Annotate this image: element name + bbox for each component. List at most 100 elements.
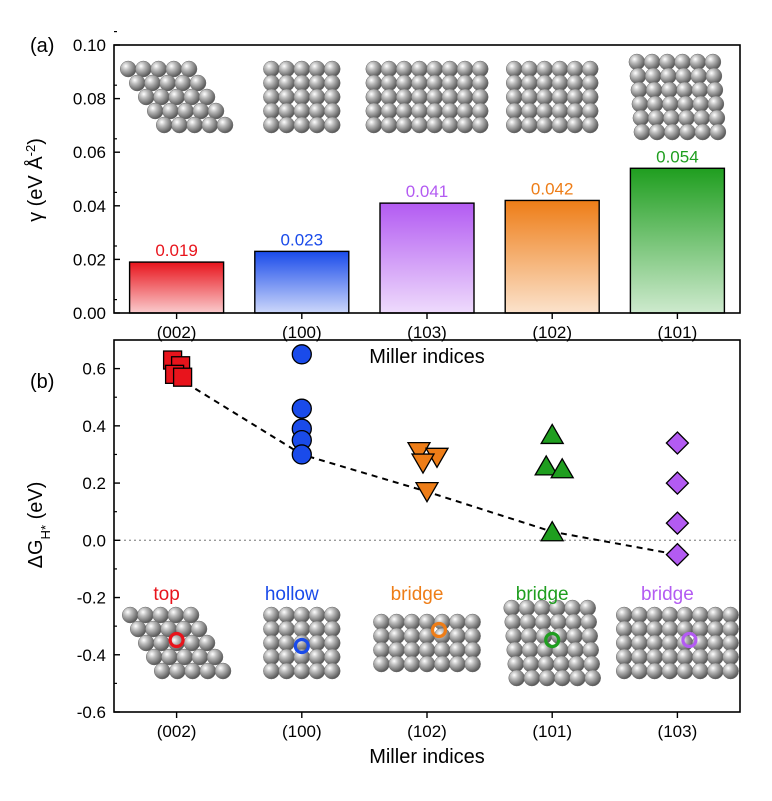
atom <box>569 669 586 687</box>
atom <box>207 102 225 120</box>
panel-a-slab-insets <box>119 53 727 141</box>
slab-inset-102 <box>505 60 599 134</box>
bar-100 <box>254 250 350 314</box>
value-label-101: 0.054 <box>656 147 699 166</box>
atom <box>137 606 154 624</box>
atom <box>323 634 341 652</box>
atom <box>691 81 708 99</box>
atom <box>365 74 383 92</box>
site-label-103: bridge <box>641 584 694 605</box>
atom <box>263 88 280 106</box>
atom <box>661 606 679 624</box>
site-label-102: bridge <box>391 584 444 605</box>
panel-b-x-ticks: (002) (100) (102) (101) (103) <box>157 712 697 741</box>
atom <box>395 102 413 120</box>
data-point-101-0 <box>540 423 565 445</box>
atom <box>308 60 326 78</box>
atom <box>144 74 161 92</box>
data-point-101-3 <box>540 520 565 542</box>
atom <box>615 662 633 680</box>
atom <box>694 123 711 141</box>
atom <box>566 74 584 92</box>
atom <box>278 60 295 78</box>
atom <box>615 620 633 638</box>
atom <box>505 627 522 645</box>
atom <box>263 662 280 680</box>
atom <box>581 116 599 134</box>
atom <box>395 74 413 92</box>
panel-a-label: (a) <box>30 35 54 57</box>
atom <box>293 606 311 624</box>
atom <box>380 60 398 78</box>
atom <box>388 641 405 659</box>
atom <box>293 88 311 106</box>
atom <box>581 102 599 120</box>
value-label-100: 0.023 <box>281 230 324 249</box>
atom <box>464 655 481 673</box>
atom <box>661 620 679 638</box>
atom <box>278 620 295 638</box>
atom <box>411 102 428 120</box>
atom <box>722 634 739 652</box>
atom <box>691 606 709 624</box>
atom <box>168 88 185 106</box>
atom <box>551 88 569 106</box>
atom <box>441 60 459 78</box>
panel-b-label: (b) <box>30 371 54 393</box>
atom <box>323 662 341 680</box>
bar-102 <box>504 199 600 314</box>
atom <box>505 102 523 120</box>
atom <box>278 634 295 652</box>
y-tick-label: -0.6 <box>77 703 106 722</box>
atom <box>722 620 739 638</box>
atom <box>119 60 137 78</box>
atom <box>566 102 584 120</box>
atom <box>536 641 554 659</box>
atom <box>411 88 428 106</box>
atom <box>536 116 553 134</box>
atom <box>579 599 596 617</box>
atom <box>323 620 341 638</box>
data-point-103-0 <box>665 431 690 455</box>
data-point-101-1 <box>534 454 559 476</box>
atom <box>191 648 209 666</box>
atom <box>519 613 537 631</box>
atom <box>153 662 171 680</box>
atom <box>567 641 584 659</box>
atom <box>566 88 584 106</box>
x-tick-label-102: (102) <box>532 323 572 342</box>
adsorption-site-ring-002 <box>168 631 185 649</box>
atom <box>521 641 539 659</box>
atom <box>663 109 680 127</box>
atom <box>395 116 413 134</box>
atom <box>146 102 164 120</box>
bar-103 <box>379 202 475 314</box>
atom <box>505 60 523 78</box>
atom <box>180 60 198 78</box>
x-tick-label-100: (100) <box>282 323 322 342</box>
atom <box>508 669 525 687</box>
atom <box>373 641 390 659</box>
atom <box>689 53 706 71</box>
atom <box>521 102 538 120</box>
atom <box>293 74 311 92</box>
atom <box>308 606 326 624</box>
atom <box>167 606 185 624</box>
atom <box>456 102 474 120</box>
slab-inset-002 <box>121 606 232 680</box>
atom <box>441 116 459 134</box>
slab-inset-103 <box>615 606 739 680</box>
adsorption-site-ring-103 <box>681 631 698 649</box>
atom <box>441 74 459 92</box>
atom <box>566 627 583 645</box>
atom <box>505 88 523 106</box>
atom <box>263 116 280 134</box>
value-label-002: 0.019 <box>155 241 198 260</box>
atom <box>536 74 553 92</box>
atom <box>380 88 398 106</box>
atom <box>648 123 666 141</box>
y-tick-label: 0.06 <box>73 143 106 162</box>
x-tick-label-002: (002) <box>157 323 197 342</box>
atom <box>198 88 216 106</box>
data-point-102-3 <box>414 482 440 503</box>
